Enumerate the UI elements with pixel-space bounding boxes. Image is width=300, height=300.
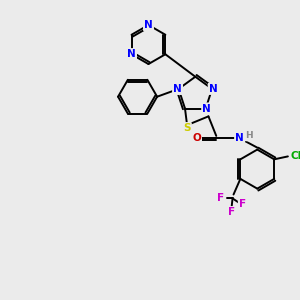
Text: N: N [144,20,153,30]
Text: N: N [202,103,211,114]
Text: F: F [239,199,246,209]
Text: S: S [183,123,191,133]
Text: F: F [217,194,224,203]
Text: Cl: Cl [290,152,300,161]
Text: N: N [209,84,218,94]
Text: N: N [127,49,136,59]
Text: Cl: Cl [290,152,300,161]
Text: F: F [239,199,246,209]
Text: N: N [173,84,182,94]
Text: N: N [144,20,153,30]
Text: F: F [217,194,224,203]
Text: F: F [228,207,235,217]
Text: N: N [127,49,136,59]
Text: N: N [173,84,182,94]
Text: N: N [235,133,244,143]
Text: N: N [144,20,153,30]
Text: N: N [209,84,218,94]
Text: N: N [127,49,136,59]
Text: H: H [245,131,252,140]
Text: H: H [245,131,252,140]
Text: O: O [192,133,201,143]
Text: N: N [173,84,182,94]
Text: N: N [235,133,244,143]
Text: F: F [228,207,235,217]
Text: N: N [202,103,211,114]
Text: O: O [192,133,201,143]
Text: N: N [235,133,244,143]
Text: S: S [183,123,191,133]
